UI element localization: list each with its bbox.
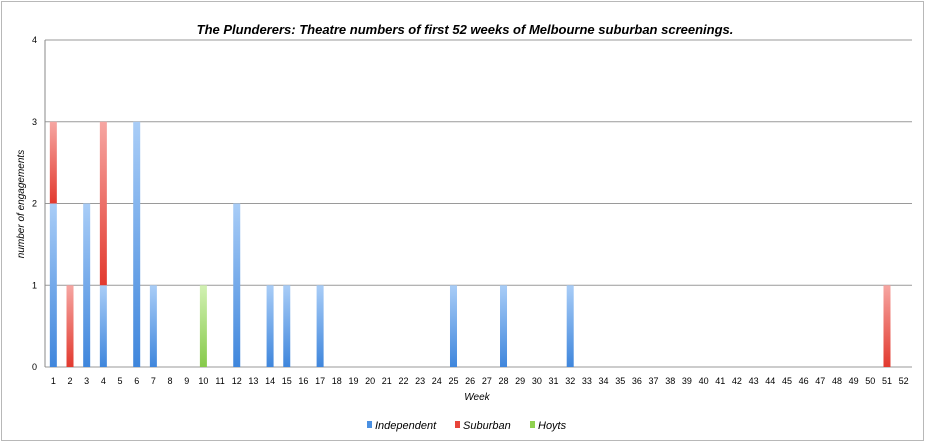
legend-label-hoyts: Hoyts [538,420,567,432]
legend-label-suburban: Suburban [463,420,511,432]
x-tick-label: 27 [482,376,492,386]
bar-independent-week-28 [500,285,508,367]
y-axis-label: number of engagements [16,150,27,258]
x-tick-label: 14 [265,376,275,386]
x-tick-label: 43 [749,376,759,386]
bar-independent-week-25 [449,285,457,367]
x-tick-label: 10 [198,376,208,386]
x-tick-label: 17 [315,376,325,386]
bar-independent-week-4 [99,285,107,367]
bar-independent-week-3 [83,203,91,367]
bar-hoyts-week-10 [199,285,207,367]
x-tick-label: 16 [298,376,308,386]
legend-label-independent: Independent [375,420,437,432]
x-tick-label: 37 [649,376,659,386]
legend-swatch-independent [367,421,372,428]
x-tick-label: 23 [415,376,425,386]
x-tick-label: 39 [682,376,692,386]
x-tick-label: 4 [101,376,106,386]
x-tick-label: 29 [515,376,525,386]
y-tick-label: 4 [32,35,37,45]
x-axis-label: Week [464,392,490,403]
bar-suburban-week-51 [883,285,891,367]
x-tick-label: 49 [849,376,859,386]
y-tick-label: 1 [32,280,37,290]
x-tick-label: 1 [51,376,56,386]
x-tick-label: 13 [248,376,258,386]
x-tick-label: 34 [599,376,609,386]
x-tick-label: 24 [432,376,442,386]
x-tick-label: 31 [549,376,559,386]
x-tick-label: 25 [448,376,458,386]
bar-independent-week-1 [49,203,57,367]
x-tick-label: 36 [632,376,642,386]
x-tick-label: 8 [168,376,173,386]
legend: Independent Suburban Hoyts [367,420,567,432]
bar-suburban-week-1 [49,121,57,204]
x-tick-label: 12 [232,376,242,386]
chart-title: The Plunderers: Theatre numbers of first… [197,22,734,37]
bar-independent-week-15 [283,285,291,367]
x-tick-label: 46 [799,376,809,386]
bar-independent-week-32 [566,285,574,367]
bar-suburban-week-2 [66,285,74,367]
x-tick-label: 40 [699,376,709,386]
bars [49,121,891,367]
x-tick-label: 48 [832,376,842,386]
x-tick-label: 6 [134,376,139,386]
x-tick-label: 52 [899,376,909,386]
x-tick-label: 22 [398,376,408,386]
x-tick-label: 20 [365,376,375,386]
bar-independent-week-6 [133,121,141,367]
x-tick-label: 9 [184,376,189,386]
x-tick-label: 50 [865,376,875,386]
x-tick-label: 19 [348,376,358,386]
x-tick-label: 47 [815,376,825,386]
bar-independent-week-12 [233,203,241,367]
y-tick-label: 3 [32,117,37,127]
x-tick-label: 30 [532,376,542,386]
x-tick-label: 38 [665,376,675,386]
x-tick-label: 26 [465,376,475,386]
x-tick-label: 42 [732,376,742,386]
legend-swatch-suburban [455,421,460,428]
bar-suburban-week-4 [99,121,107,286]
x-tick-label: 45 [782,376,792,386]
x-tick-label: 28 [499,376,509,386]
x-tick-label: 2 [68,376,73,386]
legend-swatch-hoyts [530,421,535,428]
x-tick-label: 41 [715,376,725,386]
x-tick-label: 7 [151,376,156,386]
x-tick-label: 21 [382,376,392,386]
x-tick-label: 3 [84,376,89,386]
bar-independent-week-14 [266,285,274,367]
x-tick-label: 15 [282,376,292,386]
x-tick-label: 33 [582,376,592,386]
x-tick-label: 18 [332,376,342,386]
bar-independent-week-17 [316,285,324,367]
grid-lines [45,39,912,368]
y-tick-label: 0 [32,362,37,372]
x-tick-label: 44 [765,376,775,386]
x-tick-label: 32 [565,376,575,386]
x-tick-label: 5 [118,376,123,386]
bar-independent-week-7 [149,285,157,367]
x-tick-label: 35 [615,376,625,386]
x-tick-label: 51 [882,376,892,386]
y-tick-label: 2 [32,199,37,209]
x-tick-label: 11 [215,376,224,386]
